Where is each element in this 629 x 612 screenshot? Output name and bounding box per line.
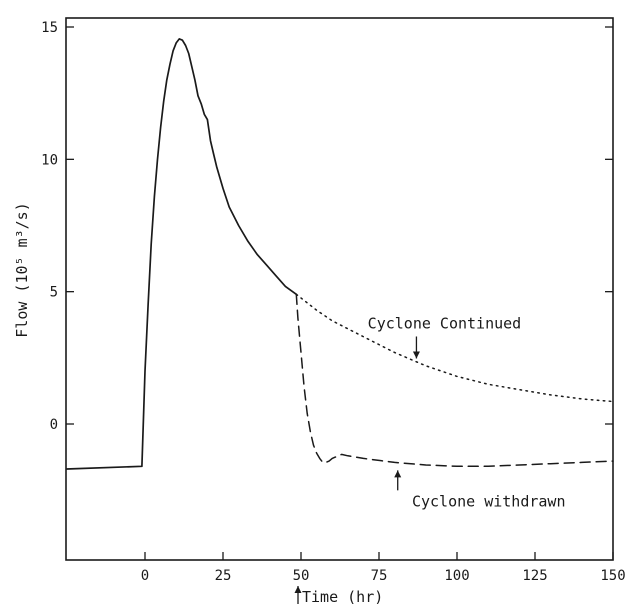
plot-frame — [65, 17, 614, 561]
y-tick-label: 10 — [41, 152, 58, 168]
series-line-dashed — [295, 293, 614, 468]
x-axis-label: Time (hr) — [302, 588, 383, 606]
y-axis-label: Flow (10⁵ m³/s) — [13, 202, 31, 337]
annotation-label: Cyclone withdrawn — [412, 492, 566, 510]
x-tick-label: 125 — [522, 568, 547, 584]
time-marker-arrow — [294, 586, 302, 604]
series-layer — [66, 38, 614, 470]
x-tick-label: 25 — [215, 568, 232, 584]
annotation-label: Cyclone Continued — [368, 314, 522, 332]
x-tick-label: 75 — [371, 568, 388, 584]
annotation-arrow — [412, 336, 420, 359]
ticks-layer: 0 25 50 75 100 125 150 0 5 10 15 — [41, 20, 626, 584]
series-line-solid — [66, 38, 298, 470]
x-tick-label: 100 — [444, 568, 469, 584]
y-tick-label: 0 — [50, 417, 58, 433]
x-tick-label: 0 — [141, 568, 149, 584]
y-tick-label: 15 — [41, 20, 58, 36]
annotation-layer: Cyclone Continued Cyclone withdrawn — [294, 314, 566, 604]
x-tick-label: 150 — [600, 568, 625, 584]
x-tick-label: 50 — [293, 568, 310, 584]
annotation-arrow — [394, 470, 402, 491]
series-line-dotted — [295, 293, 614, 403]
y-tick-label: 5 — [50, 285, 58, 301]
